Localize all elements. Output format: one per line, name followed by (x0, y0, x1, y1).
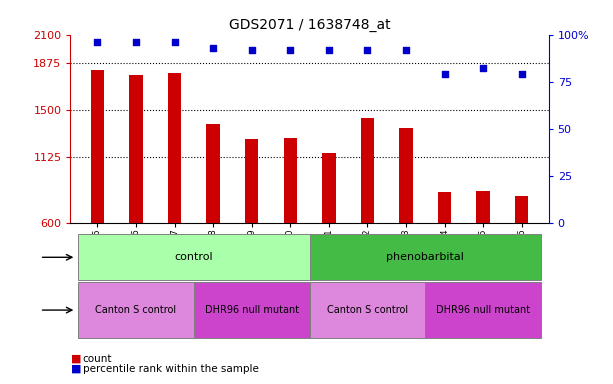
Bar (515, 196, 528, 223)
Bar (245, 139, 259, 223)
Text: control: control (175, 252, 213, 262)
Point (131, 39, 141, 45)
Point (517, 71, 527, 77)
Text: DHR96 null mutant: DHR96 null mutant (436, 305, 530, 315)
Point (286, 46, 295, 53)
Point (208, 45, 218, 51)
Text: percentile rank within the sample: percentile rank within the sample (83, 364, 259, 374)
Bar (438, 192, 451, 223)
Text: phenobarbital: phenobarbital (386, 252, 464, 262)
Bar (168, 73, 181, 223)
Text: Canton S control: Canton S control (96, 305, 177, 315)
Point (93, 39, 102, 45)
Point (362, 46, 372, 53)
Bar (310, 234, 541, 280)
Point (324, 46, 333, 53)
Bar (476, 191, 490, 223)
Text: ■: ■ (70, 354, 81, 364)
Text: Canton S control: Canton S control (327, 305, 408, 315)
Bar (129, 75, 143, 223)
Bar (194, 282, 310, 338)
Bar (78, 282, 194, 338)
Bar (284, 138, 297, 223)
Text: DHR96 null mutant: DHR96 null mutant (205, 305, 299, 315)
Bar (425, 282, 541, 338)
Bar (360, 118, 374, 223)
Point (440, 71, 449, 77)
Point (170, 39, 180, 45)
Text: count: count (83, 354, 112, 364)
Point (401, 46, 411, 53)
Point (478, 65, 488, 71)
Text: ■: ■ (70, 364, 81, 374)
Bar (207, 124, 220, 223)
Point (247, 46, 257, 53)
Title: GDS2071 / 1638748_at: GDS2071 / 1638748_at (229, 18, 390, 32)
Bar (91, 70, 104, 223)
Bar (322, 153, 335, 223)
Bar (399, 128, 413, 223)
Bar (310, 282, 425, 338)
Bar (78, 234, 310, 280)
